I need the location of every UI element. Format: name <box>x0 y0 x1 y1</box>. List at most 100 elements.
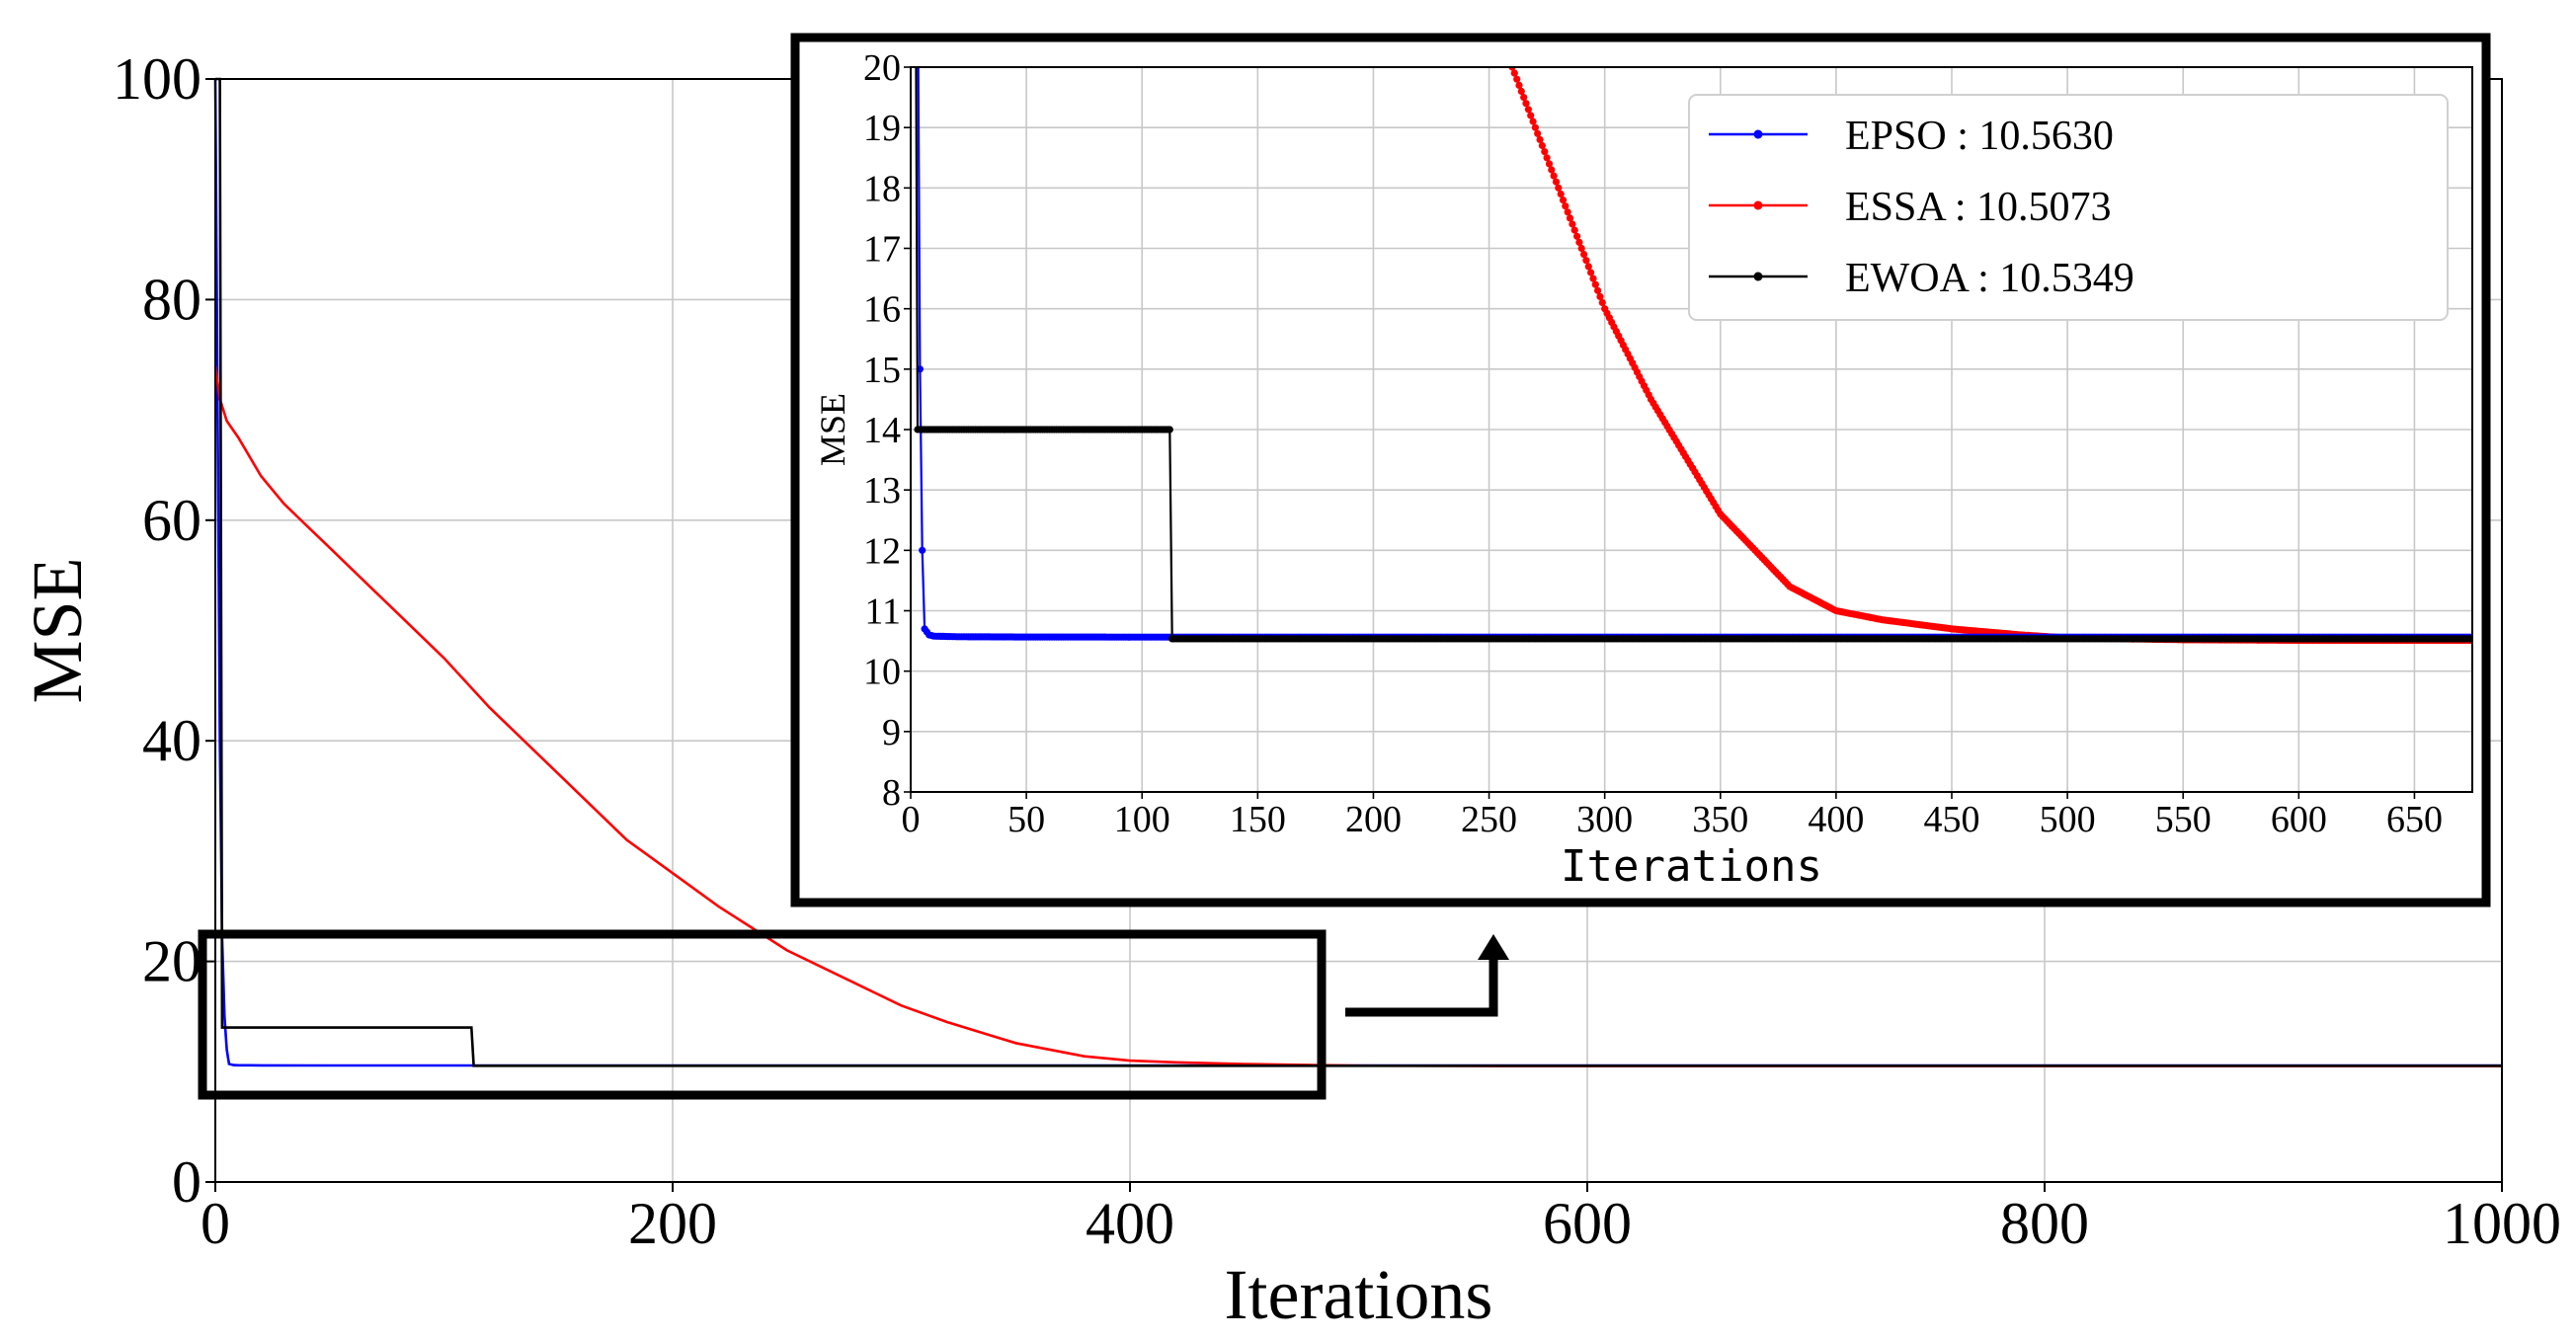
inset-y-tick-label: 19 <box>863 108 901 149</box>
inset-point-essa <box>1534 129 1542 137</box>
inset-x-tick-label: 50 <box>1007 799 1045 840</box>
inset-point-ewoa <box>1166 426 1173 434</box>
inset-series-ewoa <box>914 67 2472 643</box>
zoom-arrow-head <box>1478 934 1509 960</box>
inset-y-tick-label: 13 <box>863 470 901 512</box>
main-y-tick-label: 60 <box>142 488 201 553</box>
inset-point-essa <box>1570 226 1578 234</box>
inset-point-essa <box>1515 81 1523 89</box>
inset-point-essa <box>1517 87 1525 96</box>
inset-x-tick-label: 400 <box>1808 799 1864 840</box>
inset-y-tick-label: 18 <box>863 168 901 209</box>
main-x-axis-label: Iterations <box>1225 1255 1493 1334</box>
inset-y-ticks: 8 9 10 11 12 13 14 15 16 17 18 19 20 <box>863 47 911 814</box>
inset-x-tick-label: 550 <box>2155 799 2212 840</box>
main-x-tick-label: 200 <box>628 1191 717 1256</box>
inset-y-tick-label: 20 <box>863 47 901 89</box>
inset-point-essa <box>1577 244 1585 253</box>
inset-point-essa <box>1548 166 1556 174</box>
inset-x-tick-label: 350 <box>1692 799 1748 840</box>
zoom-highlight-box <box>198 929 1327 1100</box>
main-y-tick-label: 20 <box>142 929 201 994</box>
inset-y-axis-label: MSE <box>813 393 852 466</box>
inset-point-essa <box>1580 251 1588 259</box>
inset-point-essa <box>1545 160 1554 168</box>
main-x-tick-label: 400 <box>1086 1191 1174 1256</box>
legend-swatch-marker <box>1753 200 1763 210</box>
inset-point-essa <box>1587 269 1595 276</box>
inset-y-tick-label: 8 <box>882 772 901 814</box>
legend-entry: ESSA : 10.5073 <box>1709 185 2112 230</box>
main-x-tick-label: 0 <box>201 1191 230 1256</box>
inset-y-tick-label: 17 <box>863 229 901 271</box>
inset-point-essa <box>1529 118 1537 125</box>
inset-point-essa <box>1510 69 1518 77</box>
zoom-arrow <box>1345 956 1498 1017</box>
inset-point-essa <box>1596 292 1604 300</box>
inset-x-tick-label: 0 <box>902 799 921 840</box>
inset-point-essa <box>1589 275 1597 282</box>
inset-point-essa <box>1536 135 1544 143</box>
inset-y-tick-label: 9 <box>882 712 901 753</box>
legend-label: EWOA : 10.5349 <box>1845 256 2134 301</box>
inset-series <box>914 67 2472 645</box>
inset-x-tick-label: 150 <box>1230 799 1286 840</box>
inset-point-essa <box>1557 190 1565 198</box>
inset-point-essa <box>1594 286 1602 294</box>
main-y-axis-label: MSE <box>18 557 97 703</box>
inset-point-essa <box>1538 141 1546 150</box>
legend-entry: EWOA : 10.5349 <box>1709 256 2134 301</box>
inset-point-essa <box>1573 232 1581 240</box>
main-y-tick-label: 80 <box>142 267 201 332</box>
main-x-tick-label: 800 <box>2000 1191 2089 1256</box>
inset-x-tick-label: 250 <box>1461 799 1517 840</box>
inset-point-essa <box>1591 280 1599 288</box>
inset-point-essa <box>1541 148 1549 156</box>
inset-series-essa <box>1508 67 2472 645</box>
inset-point-essa <box>1562 202 1570 210</box>
inset-plot: 0 50 100 150 200 250 300 350 400 450 500 550 600 650 … <box>790 33 2491 907</box>
main-y-tick-label: 40 <box>142 708 201 773</box>
main-series-ewoa <box>215 77 2502 1067</box>
main-y-ticks: 0 20 40 60 80 100 <box>113 46 215 1215</box>
main-y-tick-label: 0 <box>172 1149 201 1215</box>
inset-point-essa <box>1559 197 1568 204</box>
inset-x-axis-label: Iterations <box>1561 841 1822 892</box>
inset-point-essa <box>1543 154 1551 162</box>
legend-swatch-marker <box>1753 129 1763 139</box>
inset-point-essa <box>1513 75 1521 83</box>
inset-point-essa <box>1569 220 1576 228</box>
inset-point-essa <box>1552 178 1561 186</box>
main-x-tick-label: 1000 <box>2443 1191 2561 1256</box>
inset-x-tick-label: 500 <box>2040 799 2096 840</box>
inset-y-tick-label: 11 <box>864 591 901 633</box>
legend-label: EPSO : 10.5630 <box>1845 114 2114 159</box>
inset-y-tick-label: 15 <box>863 350 901 391</box>
inset-point-essa <box>1527 112 1535 119</box>
inset-x-ticks: 0 50 100 150 200 250 300 350 400 450 500 550 600 650 <box>902 792 2443 840</box>
inset-point-epso <box>919 546 926 554</box>
legend-entry: EPSO : 10.5630 <box>1709 114 2114 159</box>
inset-x-tick-label: 100 <box>1114 799 1170 840</box>
inset-point-essa <box>1564 208 1571 216</box>
main-x-ticks: 0 200 400 600 800 1000 <box>201 1182 2561 1256</box>
inset-x-tick-label: 650 <box>2386 799 2443 840</box>
legend-label: ESSA : 10.5073 <box>1845 185 2112 230</box>
inset-y-tick-label: 10 <box>863 652 901 693</box>
main-y-tick-label: 100 <box>113 46 201 112</box>
inset-point-essa <box>1524 106 1532 114</box>
inset-x-tick-label: 450 <box>1924 799 1980 840</box>
inset-y-tick-label: 16 <box>863 289 901 331</box>
main-x-tick-label: 600 <box>1543 1191 1632 1256</box>
inset-point-essa <box>1522 100 1530 108</box>
inset-point-essa <box>1555 184 1563 192</box>
main-series <box>213 77 2502 1067</box>
inset-outer-border <box>790 33 2491 907</box>
inset-point-essa <box>1582 257 1590 265</box>
inset-y-tick-label: 12 <box>863 530 901 572</box>
legend: EPSO : 10.5630 ESSA : 10.5073 EWOA : 10.53… <box>1688 94 2449 321</box>
inset-x-tick-label: 200 <box>1345 799 1402 840</box>
inset-point-essa <box>1584 263 1592 271</box>
